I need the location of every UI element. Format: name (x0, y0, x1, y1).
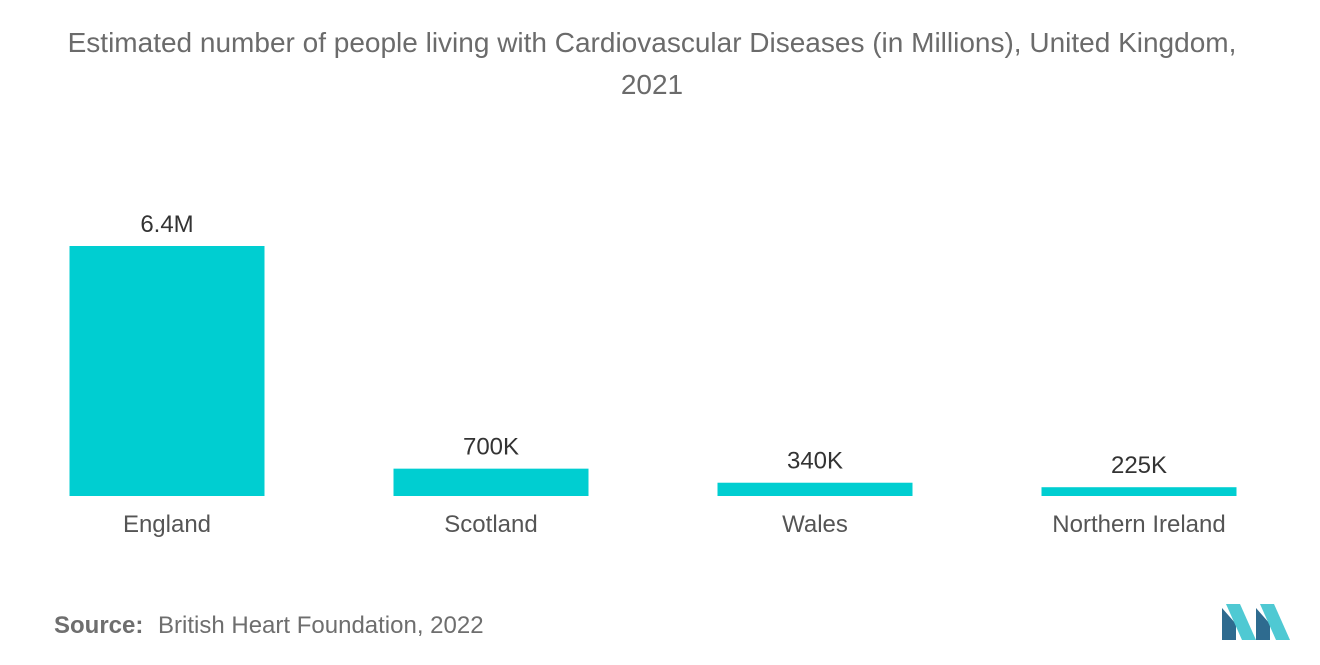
source-label: Source: (54, 612, 144, 639)
data-label: 700K (463, 434, 519, 461)
bar-scotland (393, 468, 589, 496)
bar-northern-ireland (1041, 487, 1237, 496)
mordor-logo-icon (1222, 604, 1290, 640)
data-label: 6.4M (140, 211, 193, 238)
data-label: 340K (787, 448, 843, 475)
x-tick-label: England (123, 511, 211, 538)
x-tick-label: Scotland (444, 511, 537, 538)
bar-wales (717, 482, 913, 496)
source-text: British Heart Foundation, 2022 (158, 612, 484, 639)
x-tick-label: Wales (782, 511, 848, 538)
x-tick-label: Northern Ireland (1052, 511, 1225, 538)
data-label: 225K (1111, 452, 1167, 479)
bar-england (69, 246, 265, 496)
source-note: Source: British Heart Foundation, 2022 (54, 612, 484, 640)
bar-chart: 6.4M England 700K Scotland 340K Wales 225K Nort… (69, 211, 1237, 538)
chart-title: Estimated number of people living with C… (67, 27, 1237, 100)
